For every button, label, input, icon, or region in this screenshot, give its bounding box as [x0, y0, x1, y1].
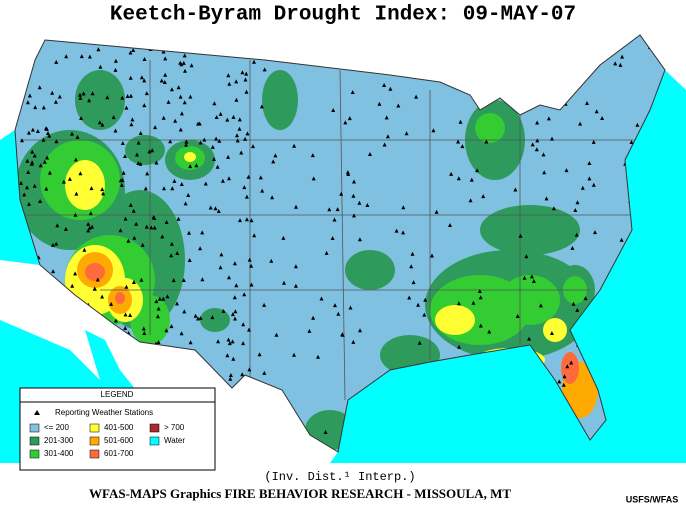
legend-swatch [29, 436, 40, 446]
legend-label: 601-700 [104, 449, 134, 458]
map-title: Keetch-Byram Drought Index: 09-MAY-07 [110, 4, 576, 27]
legend: LEGEND Reporting Weather Stations <= 200… [19, 387, 216, 471]
legend-swatch [149, 436, 160, 446]
mexico [0, 260, 338, 463]
legend-swatch [89, 436, 100, 446]
legend-label: 301-400 [44, 449, 74, 458]
legend-swatch [89, 449, 100, 459]
legend-label: > 700 [164, 423, 185, 432]
legend-swatch [29, 449, 40, 459]
legend-swatch [149, 423, 160, 433]
legend-label: 201-300 [44, 436, 74, 445]
legend-swatch [89, 423, 100, 433]
index-601-700 [85, 263, 579, 384]
legend-label: 501-600 [104, 436, 134, 445]
legend-label: Water [164, 436, 185, 445]
credit: WFAS-MAPS Graphics FIRE BEHAVIOR RESEARC… [89, 486, 511, 501]
legend-title: LEGEND [101, 390, 134, 399]
stations-label: Reporting Weather Stations [55, 408, 153, 417]
method-note: (Inv. Dist.¹ Interp.) [264, 470, 415, 484]
legend-label: 401-500 [104, 423, 134, 432]
source: USFS/WFAS [626, 494, 679, 504]
station-symbol [34, 410, 40, 415]
us-border [14, 34, 666, 453]
footer-band [0, 463, 686, 509]
legend-label: <= 200 [44, 423, 69, 432]
legend-swatch [29, 423, 40, 433]
